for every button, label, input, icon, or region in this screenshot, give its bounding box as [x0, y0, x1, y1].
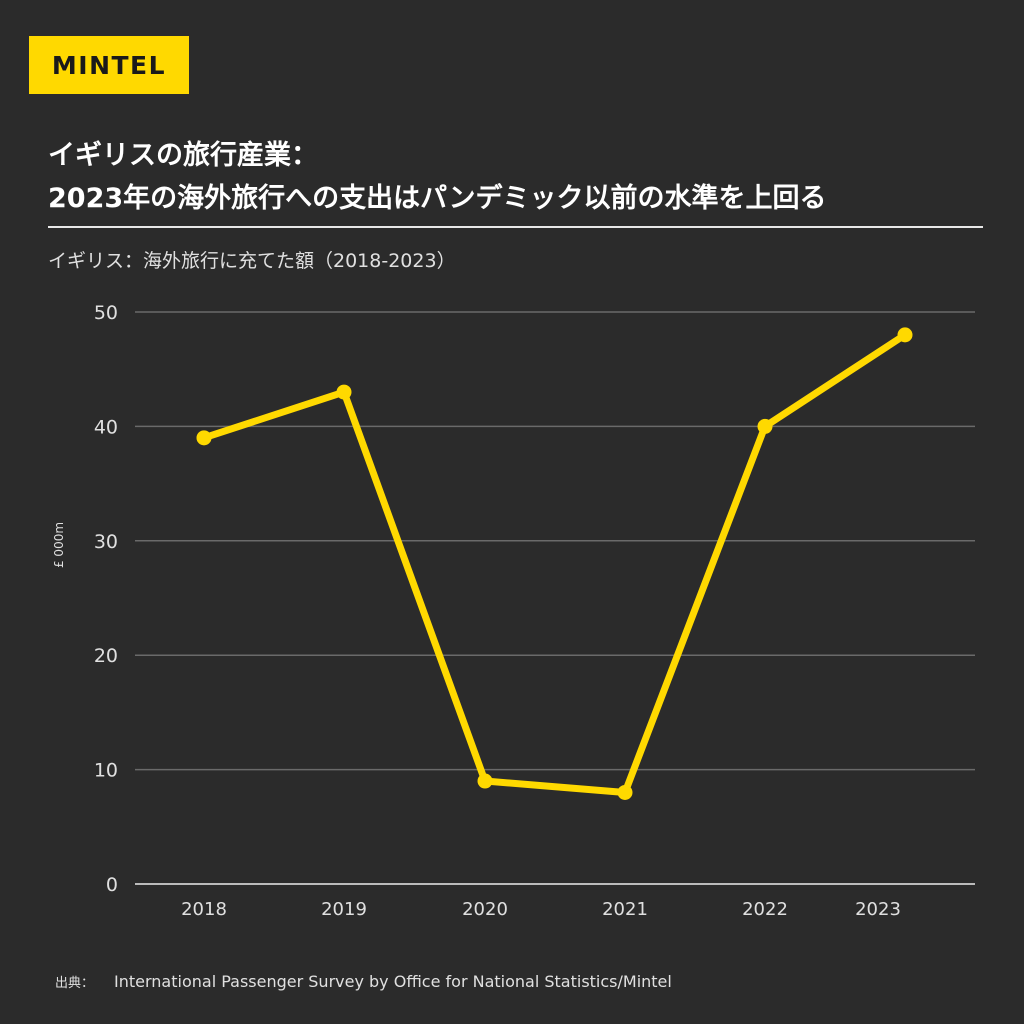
- source-note: 出典： International Passenger Survey by Off…: [55, 972, 672, 991]
- y-tick-label: 50: [94, 302, 118, 324]
- x-tick-label: 2021: [602, 899, 648, 920]
- x-tick-label: 2022: [742, 899, 788, 920]
- chart-subtitle: イギリス：海外旅行に充てた額（2018-2023）: [48, 250, 456, 272]
- data-point-2020: [477, 773, 493, 789]
- data-point-2019: [336, 384, 352, 400]
- series-line: [202, 331, 907, 796]
- title-line-1: イギリスの旅行産業：: [48, 140, 318, 171]
- x-tick-label: 2018: [181, 899, 227, 920]
- data-point-2018: [196, 430, 212, 446]
- mintel-logo: MINTEL: [29, 36, 189, 94]
- title-divider: [48, 226, 983, 228]
- page-title: イギリスの旅行産業： 2023年の海外旅行への支出はパンデミック以前の水準を上回…: [48, 134, 827, 220]
- x-tick-label: 2020: [462, 899, 508, 920]
- data-point-2023: [897, 327, 913, 343]
- y-tick-label: 0: [106, 874, 118, 896]
- source-label: 出典：: [55, 976, 95, 991]
- logo-text: MINTEL: [51, 50, 167, 80]
- x-tick-label: 2023: [855, 899, 901, 920]
- y-tick-label: 40: [94, 416, 118, 438]
- data-point-2021: [617, 784, 633, 800]
- y-tick-label: 10: [94, 760, 118, 782]
- y-tick-label: 20: [94, 645, 118, 667]
- title-line-2: 2023年の海外旅行への支出はパンデミック以前の水準を上回る: [48, 183, 827, 214]
- source-text: International Passenger Survey by Office…: [114, 972, 672, 991]
- y-axis-label: £ 000m: [52, 522, 66, 568]
- y-tick-label: 30: [94, 531, 118, 553]
- x-tick-label: 2019: [321, 899, 367, 920]
- data-point-2022: [757, 418, 773, 434]
